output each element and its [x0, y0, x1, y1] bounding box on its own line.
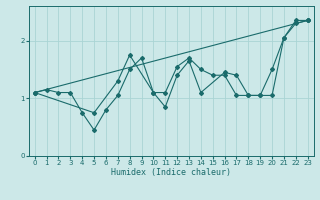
X-axis label: Humidex (Indice chaleur): Humidex (Indice chaleur)	[111, 168, 231, 177]
